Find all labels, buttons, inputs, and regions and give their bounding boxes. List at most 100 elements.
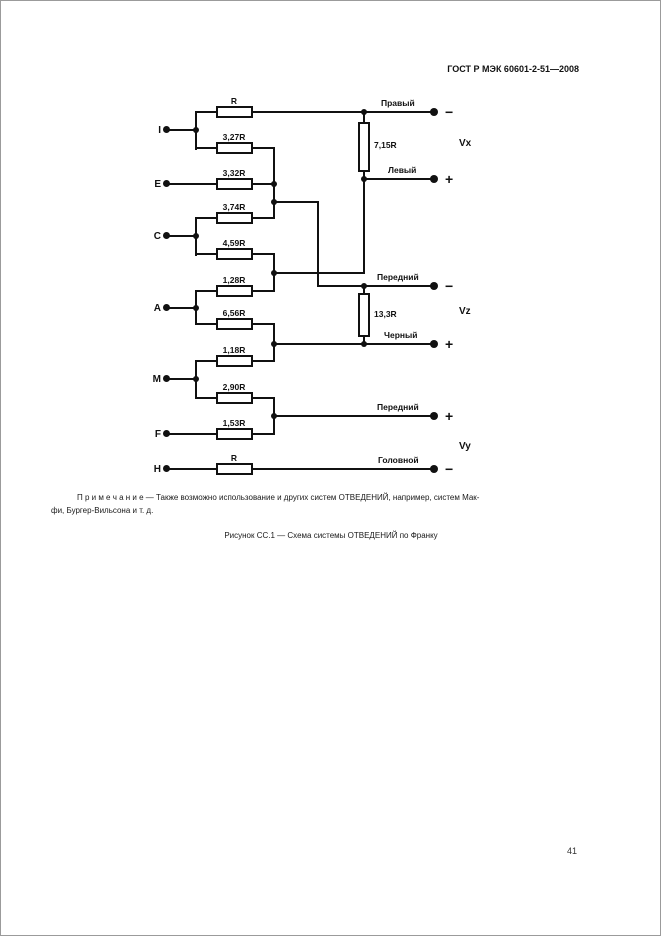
electrode-terminal-dot [163, 180, 170, 187]
resistor-value: 2,90R [222, 382, 246, 392]
wire [195, 323, 216, 325]
shunt-value-vz: 13,3R [374, 309, 397, 319]
resistor-box [216, 178, 253, 190]
junction-dot [193, 376, 199, 382]
wire [363, 335, 365, 345]
polarity-sign: + [445, 171, 454, 187]
resistor-value: 3,32R [222, 168, 246, 178]
resistor-box [216, 142, 253, 154]
electrode-terminal-dot [163, 126, 170, 133]
junction-dot [361, 283, 367, 289]
wire [169, 307, 197, 309]
electrode-label-M: M [152, 374, 161, 385]
shunt-resistor-box-vz [358, 293, 370, 337]
resistor-box [216, 428, 253, 440]
resistor-value: R [230, 453, 238, 463]
junction-dot [361, 109, 367, 115]
wire [363, 178, 365, 274]
wire [317, 201, 319, 287]
polarity-sign: − [445, 278, 454, 294]
resistor-value: R [230, 96, 238, 106]
wire [317, 285, 436, 287]
resistor-box [216, 106, 253, 118]
axis-label-vx: Vx [459, 138, 472, 149]
resistor-value: 3,74R [222, 202, 246, 212]
axis-label-vy: Vy [459, 441, 471, 452]
wire [169, 433, 216, 435]
wire [273, 415, 436, 417]
wire [253, 217, 275, 219]
wire [363, 178, 436, 180]
junction-dot [271, 341, 277, 347]
wire [195, 147, 216, 149]
terminal-label-black: Черный [384, 330, 418, 340]
wire [253, 290, 275, 292]
junction-dot [193, 305, 199, 311]
wire [253, 147, 275, 149]
electrode-label-E: E [154, 179, 161, 190]
output-terminal-dot [430, 175, 438, 183]
resistor-box [216, 318, 253, 330]
terminal-label-front2: Передний [377, 402, 419, 412]
resistor-box [216, 285, 253, 297]
electrode-label-F: F [154, 429, 161, 440]
terminal-label-head: Головной [378, 455, 419, 465]
output-terminal-dot [430, 108, 438, 116]
resistor-value: 1,28R [222, 275, 246, 285]
wire [253, 111, 436, 113]
resistor-value: 3,27R [222, 132, 246, 142]
axis-label-vz: Vz [459, 306, 471, 317]
wire [363, 111, 365, 124]
resistor-value: 4,59R [222, 238, 246, 248]
wire [253, 397, 275, 399]
polarity-sign: + [445, 408, 454, 424]
electrode-terminal-dot [163, 304, 170, 311]
wire [273, 343, 436, 345]
shunt-value-vx: 7,15R [374, 140, 397, 150]
terminal-label-left: Левый [388, 165, 417, 175]
resistor-value: 1,18R [222, 345, 246, 355]
output-terminal-dot [430, 465, 438, 473]
electrode-terminal-dot [163, 375, 170, 382]
electrode-label-A: A [153, 303, 161, 314]
resistor-box [216, 212, 253, 224]
junction-dot [193, 233, 199, 239]
wire [253, 183, 275, 185]
note-line-1: П р и м е ч а н и е — Также возможно исп… [77, 493, 480, 502]
wire [169, 378, 197, 380]
junction-dot [193, 127, 199, 133]
wire [169, 468, 216, 470]
wire [195, 253, 216, 255]
wire [195, 360, 216, 362]
page-number: 41 [567, 846, 578, 856]
resistor-box [216, 248, 253, 260]
junction-dot [271, 270, 277, 276]
output-terminal-dot [430, 340, 438, 348]
electrode-label-C: C [153, 231, 161, 242]
resistor-box [216, 463, 253, 475]
wire [363, 285, 365, 295]
electrode-label-I: I [158, 125, 161, 136]
wire [195, 397, 216, 399]
shunt-resistor-box-vx [358, 122, 370, 172]
junction-dot [271, 181, 277, 187]
wire [253, 323, 275, 325]
wire [253, 253, 275, 255]
page-header: ГОСТ Р МЭК 60601-2-51—2008 [447, 64, 579, 74]
note-line-2: фи, Бургер-Вильсона и т. д. [51, 506, 154, 515]
wire [169, 183, 216, 185]
electrode-terminal-dot [163, 430, 170, 437]
polarity-sign: + [445, 336, 454, 352]
wire [195, 111, 216, 113]
resistor-box [216, 392, 253, 404]
wire [195, 290, 216, 292]
junction-dot [361, 176, 367, 182]
electrode-terminal-dot [163, 465, 170, 472]
resistor-value: 1,53R [222, 418, 246, 428]
electrode-label-H: H [153, 464, 161, 475]
wire [195, 217, 216, 219]
polarity-sign: − [445, 104, 454, 120]
wire [253, 433, 275, 435]
